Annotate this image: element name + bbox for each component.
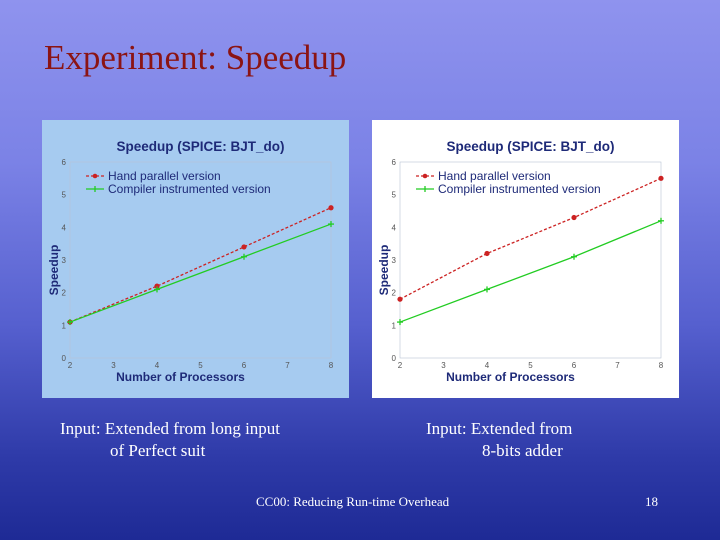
data-point bbox=[154, 283, 160, 289]
y-tick-label: 0 bbox=[392, 354, 397, 363]
y-tick-label: 3 bbox=[62, 256, 67, 265]
x-tick-label: 8 bbox=[659, 361, 664, 370]
plot-area bbox=[69, 161, 332, 359]
y-tick-label: 4 bbox=[62, 223, 67, 232]
caption-left-line1: Input: Extended from long input bbox=[60, 419, 281, 438]
data-point bbox=[241, 244, 247, 250]
chart-left: Speedup (SPICE: BJT_do) 2 3 4 5 6 7 8 0 1 2 3 4 5 6 Num… bbox=[42, 120, 349, 398]
data-point bbox=[397, 296, 403, 302]
data-point bbox=[484, 250, 490, 257]
y-tick-label: 5 bbox=[392, 191, 397, 200]
chart-svg: Speedup (SPICE: BJT_do)2 3 4 5 6 7 80123456Num… bbox=[47, 139, 334, 384]
data-point bbox=[328, 221, 334, 228]
y-tick-label: 2 bbox=[62, 289, 67, 298]
series-line bbox=[399, 220, 662, 323]
data-point bbox=[658, 175, 664, 181]
data-point bbox=[67, 319, 73, 326]
x-tick-label: 2 bbox=[68, 361, 73, 370]
caption-right: Input: Extended from 8-bits adder bbox=[426, 418, 676, 462]
caption-right-line2: 8-bits adder bbox=[482, 441, 563, 460]
legend-label: Compiler instrumented version bbox=[438, 182, 601, 196]
x-tick-label: 3 bbox=[111, 361, 116, 370]
x-tick-label: 2 bbox=[398, 361, 403, 370]
legend-label: Hand parallel version bbox=[108, 169, 221, 183]
y-tick-label: 1 bbox=[62, 321, 67, 330]
page-number: 18 bbox=[645, 494, 658, 509]
legend-label: Compiler instrumented version bbox=[108, 182, 271, 196]
y-tick-label: 5 bbox=[62, 191, 67, 200]
y-tick-label: 6 bbox=[62, 158, 67, 167]
x-tick-label: 6 bbox=[572, 361, 577, 370]
x-tick-label: 7 bbox=[285, 361, 290, 370]
x-tick-label: 4 bbox=[155, 361, 160, 370]
series-line bbox=[69, 223, 332, 323]
y-tick-label: 2 bbox=[392, 289, 397, 298]
data-point bbox=[328, 205, 334, 211]
data-point bbox=[154, 286, 160, 293]
data-point bbox=[571, 214, 577, 221]
x-tick-label: 3 bbox=[441, 361, 446, 370]
y-tick-label: 0 bbox=[62, 354, 67, 363]
y-axis-label: Speedup bbox=[47, 245, 61, 296]
chart-title: Speedup (SPICE: BJT_do) bbox=[446, 139, 614, 154]
chart-svg: Speedup (SPICE: BJT_do)2 3 4 5 6 7 80123456Num… bbox=[377, 139, 664, 384]
footer-text: CC00: Reducing Run-time Overhead bbox=[256, 494, 450, 509]
chart-right: Speedup (SPICE: BJT_do) 2 3 4 5 6 7 8 0 1 2 3 4 5 6 Num… bbox=[372, 120, 679, 398]
x-axis-label: Number of Processors bbox=[446, 370, 575, 384]
series-line bbox=[399, 177, 662, 300]
caption-left-line2: of Perfect suit bbox=[110, 441, 206, 460]
y-tick-label: 1 bbox=[392, 321, 397, 330]
x-tick-label: 5 bbox=[198, 361, 203, 370]
y-axis-label: Speedup bbox=[377, 245, 391, 296]
data-point bbox=[484, 286, 490, 293]
y-tick-label: 6 bbox=[392, 158, 397, 167]
slide-title: Experiment: Speedup bbox=[44, 38, 347, 77]
x-tick-label: 8 bbox=[329, 361, 334, 370]
caption-right-line1: Input: Extended from bbox=[426, 419, 573, 438]
data-point bbox=[658, 217, 664, 224]
series-line bbox=[69, 207, 332, 323]
caption-left: Input: Extended from long input of Perfe… bbox=[60, 418, 360, 462]
chart-title: Speedup (SPICE: BJT_do) bbox=[116, 139, 284, 154]
data-point bbox=[397, 319, 403, 326]
plot-area bbox=[399, 161, 662, 359]
legend-label: Hand parallel version bbox=[438, 169, 551, 183]
data-point bbox=[571, 253, 577, 260]
y-tick-label: 3 bbox=[392, 256, 397, 265]
x-tick-label: 5 bbox=[528, 361, 533, 370]
y-tick-label: 4 bbox=[392, 223, 397, 232]
x-axis-label: Number of Processors bbox=[116, 370, 245, 384]
x-tick-label: 6 bbox=[242, 361, 247, 370]
x-tick-label: 7 bbox=[615, 361, 620, 370]
x-tick-label: 4 bbox=[485, 361, 490, 370]
data-point bbox=[241, 253, 247, 260]
